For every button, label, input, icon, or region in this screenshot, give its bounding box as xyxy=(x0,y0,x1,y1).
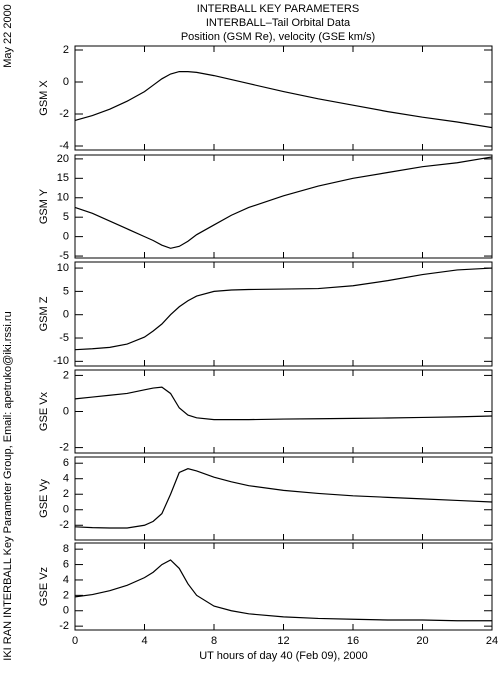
y-tick-label: 10 xyxy=(57,262,69,274)
panel-frame xyxy=(74,154,493,259)
panel-frame xyxy=(74,261,493,367)
panel-frame xyxy=(74,456,493,541)
data-line xyxy=(74,71,493,129)
y-tick-label: 0 xyxy=(63,605,69,617)
y-tick-label: -2 xyxy=(59,519,69,531)
y-tick-label: 6 xyxy=(63,558,69,570)
y-tick-label: 10 xyxy=(57,192,69,204)
y-tick-label: -2 xyxy=(59,441,69,453)
x-tick-label: 12 xyxy=(277,635,289,647)
y-tick-label: 0 xyxy=(63,405,69,417)
y-tick-label: 5 xyxy=(63,211,69,223)
y-tick-label: 0 xyxy=(63,76,69,88)
panel-frame xyxy=(74,45,493,151)
y-tick-label: 0 xyxy=(63,231,69,243)
data-line xyxy=(74,386,493,421)
x-tick-label: 4 xyxy=(141,635,147,647)
y-tick-label: 4 xyxy=(63,574,69,586)
y-tick-label: 15 xyxy=(57,172,69,184)
x-tick-label: 24 xyxy=(486,635,498,647)
y-axis-label: GSE Vx xyxy=(38,391,50,431)
panel-frame xyxy=(74,369,493,454)
y-axis-label: GSE Vy xyxy=(38,479,50,518)
credit-label: IKI RAN INTERBALL Key Parameter Group, E… xyxy=(2,311,14,660)
date-label: May 22 2000 xyxy=(2,4,14,68)
y-tick-label: -4 xyxy=(59,140,69,152)
y-tick-label: -5 xyxy=(59,250,69,262)
y-tick-label: 2 xyxy=(63,44,69,56)
y-tick-label: -2 xyxy=(59,108,69,120)
page-description: Position (GSM Re), velocity (GSE km/s) xyxy=(181,31,375,43)
y-tick-label: -10 xyxy=(53,355,69,367)
y-axis-label: GSM Z xyxy=(38,296,50,331)
y-tick-label: 2 xyxy=(63,589,69,601)
y-axis-label: GSM Y xyxy=(38,188,50,224)
data-line xyxy=(74,267,493,351)
y-tick-label: 0 xyxy=(63,504,69,516)
y-tick-label: 5 xyxy=(63,285,69,297)
x-tick-label: 20 xyxy=(416,635,428,647)
y-tick-label: 8 xyxy=(63,543,69,555)
y-tick-label: 6 xyxy=(63,457,69,469)
x-tick-label: 16 xyxy=(347,635,359,647)
data-line xyxy=(74,156,493,249)
y-axis-label: GSE Vz xyxy=(38,567,50,606)
x-tick-label: 8 xyxy=(211,635,217,647)
data-line xyxy=(74,559,492,622)
page-subtitle: INTERBALL–Tail Orbital Data xyxy=(206,17,351,29)
data-line xyxy=(74,468,493,529)
x-tick-label: 0 xyxy=(72,635,78,647)
y-tick-label: -5 xyxy=(59,332,69,344)
y-tick-label: 20 xyxy=(57,153,69,165)
y-tick-label: 4 xyxy=(63,473,69,485)
y-tick-label: 2 xyxy=(63,488,69,500)
y-axis-label: GSM X xyxy=(38,80,50,116)
y-tick-label: 2 xyxy=(63,369,69,381)
y-tick-label: -2 xyxy=(59,620,69,632)
y-tick-label: 0 xyxy=(63,309,69,321)
page-title: INTERBALL KEY PARAMETERS xyxy=(197,3,359,15)
x-axis-label: UT hours of day 40 (Feb 09), 2000 xyxy=(199,650,368,662)
